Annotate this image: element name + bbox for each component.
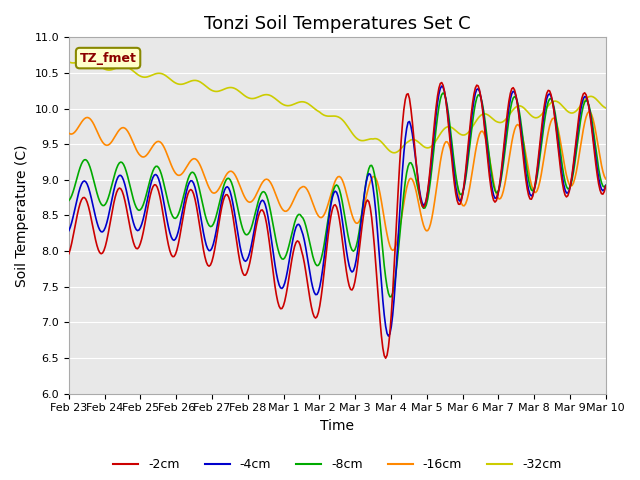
X-axis label: Time: Time bbox=[320, 419, 355, 433]
Title: Tonzi Soil Temperatures Set C: Tonzi Soil Temperatures Set C bbox=[204, 15, 470, 33]
Legend: -2cm, -4cm, -8cm, -16cm, -32cm: -2cm, -4cm, -8cm, -16cm, -32cm bbox=[108, 453, 566, 476]
Text: TZ_fmet: TZ_fmet bbox=[79, 51, 136, 65]
Y-axis label: Soil Temperature (C): Soil Temperature (C) bbox=[15, 144, 29, 287]
